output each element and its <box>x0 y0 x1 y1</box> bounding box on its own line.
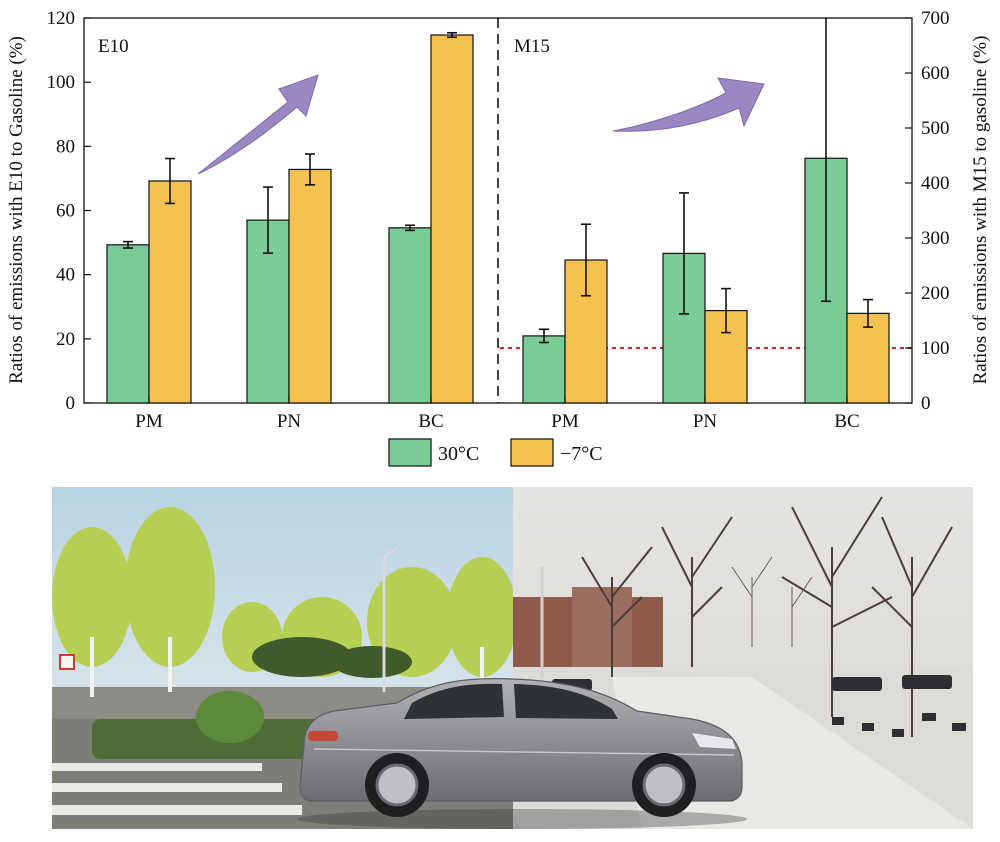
x-tick-label-e10-bc: BC <box>418 411 443 432</box>
y-tick-label-e10-60: 60 <box>56 201 75 222</box>
y-tick-label-m15-600: 600 <box>921 63 950 84</box>
bar-e10-bc-minus7c <box>430 34 474 404</box>
y-tick-label-e10-20: 20 <box>56 329 75 350</box>
bar-e10-pm-minus7c <box>148 180 192 404</box>
x-tick-label-m15-bc: BC <box>834 411 859 432</box>
y-tick-label-m15-200: 200 <box>921 283 950 304</box>
y-axis-title-left: Ratios of emissions with E10 to Gasoline… <box>6 36 27 384</box>
legend-swatch-minus7c <box>510 438 554 467</box>
y-tick-label-e10-120: 120 <box>47 8 76 29</box>
y-tick-label-e10-40: 40 <box>56 265 75 286</box>
y-tick-label-m15-300: 300 <box>921 228 950 249</box>
arrow-e10-trend <box>197 74 319 175</box>
bar-m15-pm-30c <box>522 335 566 404</box>
panel-label-e10: E10 <box>98 36 129 57</box>
axes-layer: 0 20 40 60 80 100 120 PM PN BC 0 100 200 300 400 500 600… <box>47 8 950 432</box>
x-tick-label-m15-pm: PM <box>551 411 579 432</box>
y-tick-label-e10-80: 80 <box>56 136 75 157</box>
legend-label-minus7c: −7°C <box>560 443 603 465</box>
x-tick-label-e10-pm: PM <box>135 411 163 432</box>
y-axis-title-right: Ratios of emissions with M15 to gasoline… <box>970 36 991 385</box>
legend-label-30c: 30°C <box>438 443 479 465</box>
x-tick-label-e10-pn: PN <box>277 411 302 432</box>
bars-layer <box>106 18 912 404</box>
bar-m15-bc-minus7c <box>846 312 890 404</box>
legend-swatch-30c <box>388 438 432 467</box>
y-tick-label-m15-400: 400 <box>921 173 950 194</box>
y-tick-label-m15-100: 100 <box>921 338 950 359</box>
bar-e10-pm-30c <box>106 244 150 404</box>
sedan-car <box>297 678 747 829</box>
bar-e10-pn-minus7c <box>288 168 332 404</box>
emission-ratio-chart: E10 M15 0 20 40 60 80 100 120 PM PN BC 0 100 200 300 4… <box>6 8 991 467</box>
vehicle-scene-photo <box>52 487 973 829</box>
panel-label-m15: M15 <box>514 36 550 57</box>
y-tick-label-m15-700: 700 <box>921 8 950 29</box>
y-tick-label-e10-0: 0 <box>66 393 76 414</box>
arrow-m15-trend <box>612 77 765 132</box>
y-tick-label-m15-0: 0 <box>921 393 931 414</box>
bar-e10-bc-30c <box>388 227 432 404</box>
legend: 30°C −7°C <box>388 438 603 467</box>
y-tick-label-m15-500: 500 <box>921 118 950 139</box>
x-tick-label-m15-pn: PN <box>693 411 718 432</box>
y-tick-label-e10-100: 100 <box>47 72 76 93</box>
